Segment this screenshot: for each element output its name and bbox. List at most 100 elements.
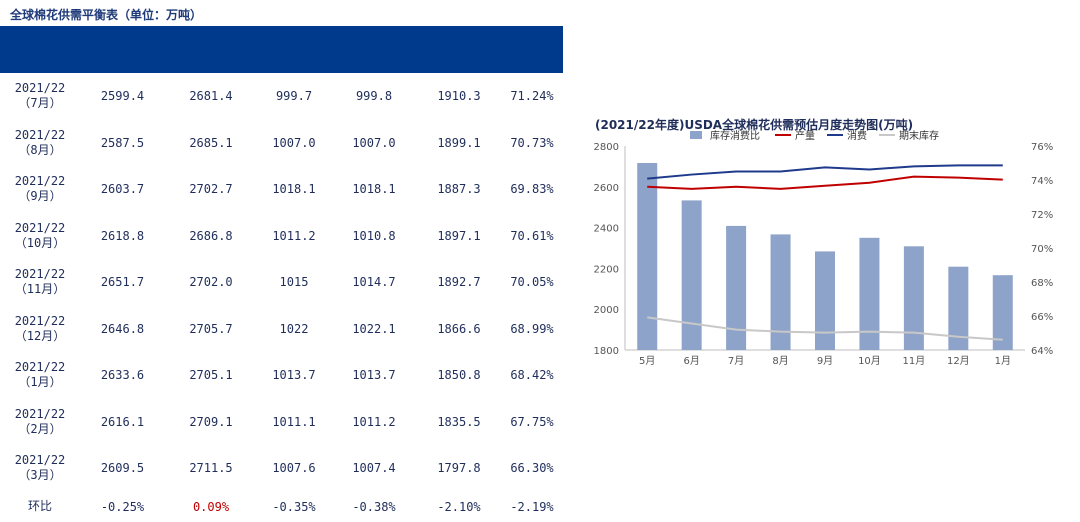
value-cell: 2681.4 [189,89,233,104]
bar-0 [637,163,658,350]
supply-demand-chart: 1800 2000 2200 2400 2600 2800 64% 66% 68% 70% 72% 7… [594,130,1054,367]
value-cell: 1015 [279,275,309,290]
value-cell: 2633.6 [100,368,145,383]
period-cell: 2021/22 （10月） [0,213,80,260]
series-line-1 [647,175,1003,190]
value-cell: 71.24% [510,89,554,104]
value-cell: 2685.1 [189,135,233,150]
y-left-tick-label: 2800 [594,142,619,153]
table-header-bar [0,26,563,73]
value-cell: 70.73% [510,135,554,150]
value-cell: 2702.0 [189,275,233,290]
period-cell: 2021/22 （9月） [0,166,80,213]
period-year: 2021/22 [14,313,66,328]
value-cell: 1018.1 [272,182,316,197]
table-row: 2021/22 （12月） 2646.8 2705.7 1022 1022.1 1866.6… [0,306,563,353]
value-cell: 1013.7 [352,368,396,383]
table-row: 2021/22 （9月） 2603.7 2702.7 1018.1 1018.1 1887.… [0,166,563,213]
period-year: 2021/22 [14,220,66,235]
value-cell: 2609.5 [100,461,145,476]
x-tick-label: 8月 [772,355,788,367]
value-cell: 67.75% [510,414,554,429]
table-row: 2021/22 （3月） 2609.5 2711.5 1007.6 1007.4 1797.… [0,445,563,492]
y-left-tick-label: 2000 [594,305,619,316]
value-cell: 2646.8 [100,321,145,336]
y-right-tick-label: 72% [1031,210,1053,221]
value-cell: 1010.8 [352,228,396,243]
table-row: 2021/22 （8月） 2587.5 2685.1 1007.0 1007.0 1899.… [0,120,563,167]
period-year: 2021/22 [14,174,66,189]
period-month: （8月） [18,142,62,157]
x-tick-label: 7月 [728,355,744,367]
change-cell: -0.35% [272,499,316,514]
y-right-tick-label: 74% [1031,176,1053,187]
value-cell: 999.7 [275,89,313,104]
change-cell: -0.25% [100,499,145,514]
bar-3 [770,234,791,350]
value-cell: 68.99% [510,321,554,336]
series-line-3 [647,316,1003,341]
value-cell: 1011.2 [352,414,396,429]
value-cell: 2618.8 [100,228,145,243]
y-left-tick-label: 2600 [594,183,619,194]
x-tick-label: 1月 [995,355,1011,367]
value-cell: 66.30% [510,461,554,476]
period-month: （3月） [18,468,62,483]
period-cell: 2021/22 （3月） [0,445,80,492]
y-right-tick-label: 68% [1031,278,1053,289]
value-cell: 2709.1 [189,414,233,429]
value-cell: 1013.7 [272,368,316,383]
period-cell: 2021/22 （12月） [0,306,80,353]
y-right-tick-label: 76% [1031,142,1053,153]
y-right-tick-label: 64% [1031,346,1053,357]
period-year: 2021/22 [14,406,66,421]
value-cell: 2702.7 [189,182,233,197]
x-tick-label: 6月 [683,355,699,367]
value-cell: 1011.2 [272,228,316,243]
legend-label: 库存消费比 [710,130,760,142]
chart-title: (2021/22年度)USDA全球棉花供需预估月度走势图(万吨) [595,118,914,132]
legend-label: 产量 [795,130,815,142]
change-row: 环比 -0.25% 0.09% -0.35% -0.38% -2.10% -2.19% [0,492,563,522]
value-cell: 1007.6 [272,461,316,476]
value-cell: 1022 [279,321,309,336]
value-cell: 1850.8 [437,368,481,383]
value-cell: 2603.7 [100,182,145,197]
period-month: （10月） [14,235,66,250]
y-right-tick-label: 70% [1031,244,1053,255]
bar-1 [681,200,702,350]
bar-2 [726,225,747,350]
period-month: （11月） [14,282,66,297]
period-cell: 2021/22 （8月） [0,120,80,167]
period-month: （2月） [18,421,62,436]
value-cell: 2705.1 [189,368,233,383]
y-right-tick-label: 66% [1031,312,1053,323]
value-cell: 2711.5 [189,461,233,476]
x-tick-label: 12月 [947,355,970,367]
bar-4 [815,251,835,350]
period-cell: 2021/22 （11月） [0,259,80,306]
value-cell: 1011.1 [272,414,316,429]
bar-5 [859,237,880,350]
bar-7 [948,266,969,350]
y-left-tick-label: 2200 [594,264,619,275]
change-cell: 0.09% [192,499,230,514]
value-cell: 1014.7 [352,275,396,290]
change-cell: -0.38% [352,499,396,514]
value-cell: 2599.4 [100,89,145,104]
value-cell: 1007.0 [272,135,316,150]
table-title: 全球棉花供需平衡表（单位：万吨） [10,8,203,22]
period-cell: 2021/22 （1月） [0,352,80,399]
y-left-tick-label: 1800 [594,346,619,357]
value-cell: 1022.1 [352,321,396,336]
bar-8 [992,275,1013,350]
value-cell: 70.05% [510,275,554,290]
table-row: 2021/22 （7月） 2599.4 2681.4 999.7 999.8 1910.3 7… [0,73,563,120]
balance-table: 2021/22 （7月） 2599.4 2681.4 999.7 999.8 1910.3 7… [0,73,563,522]
value-cell: 1007.4 [352,461,396,476]
value-cell: 1910.3 [437,89,481,104]
table-row: 2021/22 （2月） 2616.1 2709.1 1011.1 1011.2 1835.… [0,399,563,446]
value-cell: 70.61% [510,228,554,243]
table-row: 2021/22 （10月） 2618.8 2686.8 1011.2 1010.8 1897… [0,213,563,260]
x-tick-label: 11月 [903,355,926,367]
